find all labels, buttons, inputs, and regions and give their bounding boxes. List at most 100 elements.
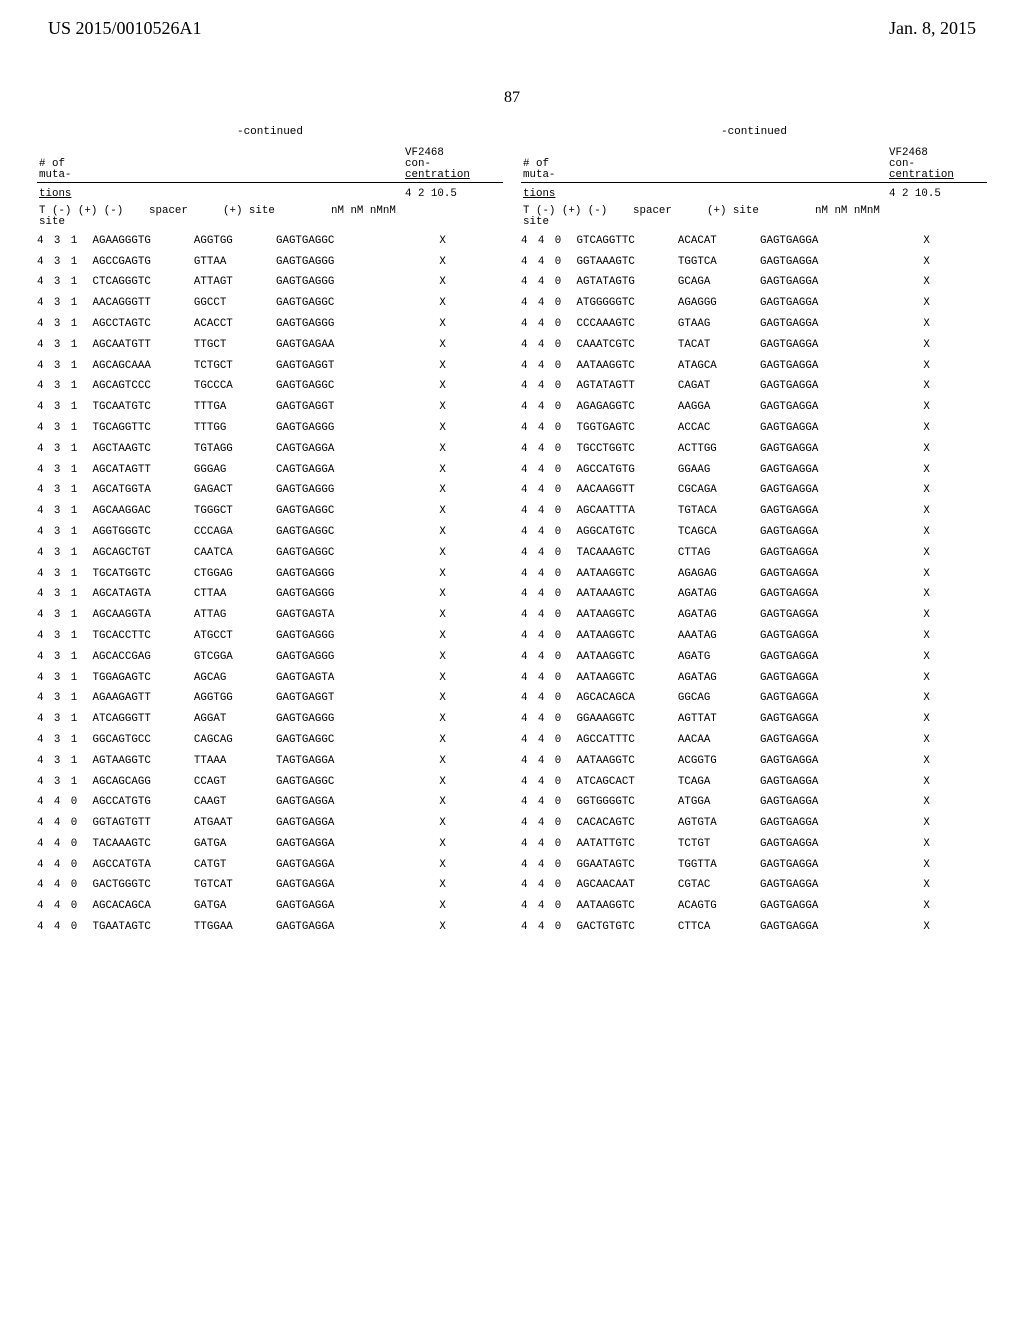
cell: 3 bbox=[54, 673, 71, 694]
cell: GAGTGAGGA bbox=[760, 465, 876, 486]
cell: 4 bbox=[538, 631, 555, 652]
page: US 2015/0010526A1 Jan. 8, 2015 87 -conti… bbox=[0, 0, 1024, 943]
cell: CTTCA bbox=[678, 922, 760, 943]
vf-line3: centration bbox=[889, 169, 954, 181]
cell: GAGTGAGGA bbox=[276, 839, 392, 860]
cell: AGCCGAGTG bbox=[93, 257, 194, 278]
cell: GAGTGAGGA bbox=[760, 298, 876, 319]
cell: TGCATGGTC bbox=[93, 569, 194, 590]
cell: X bbox=[910, 506, 944, 527]
cell: AGCAAGGAC bbox=[93, 506, 194, 527]
cell: 0 bbox=[555, 277, 577, 298]
table-row: 431AGCAATGTTTTGCTGAGTGAGAAX bbox=[37, 340, 503, 361]
cell: 4 bbox=[37, 298, 54, 319]
cell: X bbox=[910, 402, 944, 423]
cell: 1 bbox=[71, 527, 93, 548]
cell bbox=[876, 652, 910, 673]
cell bbox=[943, 610, 987, 631]
table-row: 431AGTAAGGTCTTAAATAGTGAGGAX bbox=[37, 756, 503, 777]
table-row: 431TGCATGGTCCTGGAGGAGTGAGGGX bbox=[37, 569, 503, 590]
cell bbox=[392, 880, 426, 901]
cell: TTTGG bbox=[194, 423, 276, 444]
cell bbox=[876, 714, 910, 735]
cell bbox=[943, 319, 987, 340]
cell: X bbox=[426, 839, 460, 860]
cell: 4 bbox=[521, 277, 538, 298]
cell bbox=[876, 922, 910, 943]
cell: 3 bbox=[54, 756, 71, 777]
cell: 4 bbox=[538, 485, 555, 506]
cell: 4 bbox=[54, 797, 71, 818]
cell: 4 bbox=[37, 257, 54, 278]
cell bbox=[943, 402, 987, 423]
cell: ATGGGGGTC bbox=[577, 298, 678, 319]
cell bbox=[459, 444, 503, 465]
cell bbox=[876, 880, 910, 901]
cell: 0 bbox=[555, 797, 577, 818]
cell: 4 bbox=[538, 402, 555, 423]
cell: 3 bbox=[54, 340, 71, 361]
page-number: 87 bbox=[0, 89, 1024, 107]
cell: AGCCATGTG bbox=[93, 797, 194, 818]
cell: GAGTGAGGG bbox=[276, 631, 392, 652]
cell bbox=[459, 589, 503, 610]
cell: 4 bbox=[37, 610, 54, 631]
cell: GAGTGAGGA bbox=[760, 880, 876, 901]
cell: 4 bbox=[37, 361, 54, 382]
cell: CGCAGA bbox=[678, 485, 760, 506]
cell: AACAAGGTT bbox=[577, 485, 678, 506]
cell: 4 bbox=[538, 257, 555, 278]
cell: GAGTGAGGG bbox=[276, 423, 392, 444]
cell: X bbox=[426, 797, 460, 818]
muta-line2: muta- bbox=[39, 169, 71, 181]
cell: CACACAGTC bbox=[577, 818, 678, 839]
cell bbox=[876, 236, 910, 257]
cell: GAGTGAGGG bbox=[276, 319, 392, 340]
cell: CAGTGAGGA bbox=[276, 465, 392, 486]
cell: 1 bbox=[71, 465, 93, 486]
cell: 1 bbox=[71, 569, 93, 590]
cell: 4 bbox=[521, 673, 538, 694]
header-row-2: tions 4 2 10.5 bbox=[521, 189, 987, 200]
cell: ATTAGT bbox=[194, 277, 276, 298]
cell: X bbox=[426, 901, 460, 922]
cell: X bbox=[910, 880, 944, 901]
cell bbox=[459, 506, 503, 527]
left-table: 431AGAAGGGTGAGGTGGGAGTGAGGCX431AGCCGAGTG… bbox=[37, 236, 503, 943]
cell: AGATAG bbox=[678, 589, 760, 610]
cell bbox=[392, 756, 426, 777]
cell: 0 bbox=[555, 485, 577, 506]
table-row: 431AGCAAGGACTGGGCTGAGTGAGGCX bbox=[37, 506, 503, 527]
cell bbox=[876, 298, 910, 319]
cell: X bbox=[426, 361, 460, 382]
cell: 4 bbox=[538, 652, 555, 673]
cell: 4 bbox=[54, 860, 71, 881]
cell: GAGTGAGGC bbox=[276, 735, 392, 756]
cell: AATAAGGTC bbox=[577, 361, 678, 382]
cell: X bbox=[910, 465, 944, 486]
cell: AGCTAAGTC bbox=[93, 444, 194, 465]
cell: CAGAT bbox=[678, 381, 760, 402]
cell: 4 bbox=[37, 444, 54, 465]
cell: X bbox=[426, 652, 460, 673]
cell: GAGTGAGGA bbox=[760, 381, 876, 402]
cell: X bbox=[910, 901, 944, 922]
cell: 4 bbox=[538, 922, 555, 943]
cell: 4 bbox=[521, 402, 538, 423]
cell bbox=[392, 277, 426, 298]
cell: ACTTGG bbox=[678, 444, 760, 465]
table-row: 431AGGTGGGTCCCCAGAGAGTGAGGCX bbox=[37, 527, 503, 548]
cell: GAGTGAGGT bbox=[276, 693, 392, 714]
cell bbox=[876, 735, 910, 756]
table-row: 440AATAAAGTCAGATAGGAGTGAGGAX bbox=[521, 589, 987, 610]
table-row: 440AGCACAGCAGGCAGGAGTGAGGAX bbox=[521, 693, 987, 714]
cell: GGGAG bbox=[194, 465, 276, 486]
cell: AGTGTA bbox=[678, 818, 760, 839]
cell: 1 bbox=[71, 548, 93, 569]
cell: X bbox=[910, 673, 944, 694]
cell: 4 bbox=[538, 735, 555, 756]
cell bbox=[392, 527, 426, 548]
cell: X bbox=[426, 319, 460, 340]
cell: GAGTGAGGA bbox=[760, 610, 876, 631]
header-row-2: tions 4 2 10.5 bbox=[37, 189, 503, 200]
